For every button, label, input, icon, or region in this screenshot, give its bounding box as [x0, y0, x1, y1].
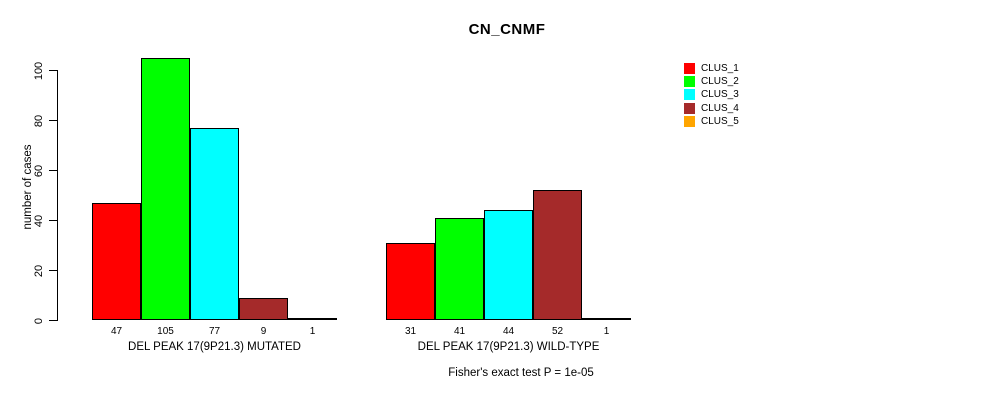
chart-title: CN_CNMF: [468, 21, 546, 38]
bar-value-label: 1: [309, 326, 316, 337]
bar-value-label: 77: [208, 326, 221, 337]
legend-item-clus_3: CLUS_3: [684, 88, 739, 101]
y-tick-label: 100: [33, 61, 45, 80]
bar-value-label: 47: [110, 326, 123, 337]
y-axis-line: [57, 70, 59, 321]
y-tick-mark: [49, 220, 57, 222]
bar-clus_2-group1: [141, 57, 190, 320]
bar-clus_3-group2: [484, 210, 533, 320]
legend-label: CLUS_1: [701, 63, 739, 75]
bar-value-label: 1: [603, 326, 610, 337]
legend-swatch-clus_2: [684, 76, 695, 88]
legend-item-clus_4: CLUS_4: [684, 102, 739, 115]
bar-clus_5-group2: [582, 317, 631, 320]
y-tick-mark: [49, 270, 57, 272]
legend-item-clus_5: CLUS_5: [684, 115, 739, 128]
legend-label: CLUS_2: [701, 76, 739, 88]
legend-swatch-clus_5: [684, 115, 695, 127]
y-tick-mark: [49, 320, 57, 322]
y-tick-label: 80: [33, 114, 45, 127]
bar-clus_4-group1: [239, 297, 288, 320]
y-tick-mark: [49, 120, 57, 122]
bar-clus_1-group2: [386, 242, 435, 320]
y-tick-mark: [49, 70, 57, 72]
legend-label: CLUS_4: [701, 102, 739, 114]
bar-clus_1-group1: [92, 202, 141, 320]
x-category-label: DEL PEAK 17(9P21.3) MUTATED: [128, 341, 301, 353]
bar-value-label: 52: [551, 326, 564, 337]
legend-label: CLUS_5: [701, 115, 739, 127]
legend-swatch-clus_4: [684, 102, 695, 114]
y-tick-label: 40: [33, 214, 45, 227]
bar-clus_2-group2: [435, 217, 484, 320]
bar-value-label: 105: [157, 326, 174, 337]
y-tick-label: 0: [33, 317, 45, 324]
bar-value-label: 41: [453, 326, 466, 337]
bar-clus_4-group2: [533, 190, 582, 320]
bar-clus_3-group1: [190, 127, 239, 320]
legend-label: CLUS_3: [701, 89, 739, 101]
legend: CLUS_1 CLUS_2 CLUS_3 CLUS_4 CLUS_5: [684, 62, 739, 128]
legend-swatch-clus_1: [684, 63, 695, 75]
y-tick-label: 60: [33, 164, 45, 177]
legend-item-clus_2: CLUS_2: [684, 75, 739, 88]
bar-clus_5-group1: [288, 317, 337, 320]
footer-annotation: Fisher's exact test P = 1e-05: [448, 367, 594, 379]
x-category-label: DEL PEAK 17(9P21.3) WILD-TYPE: [417, 341, 600, 353]
y-tick-mark: [49, 170, 57, 172]
bar-value-label: 44: [502, 326, 515, 337]
legend-item-clus_1: CLUS_1: [684, 62, 739, 75]
bar-value-label: 31: [404, 326, 417, 337]
y-tick-label: 20: [33, 264, 45, 277]
bar-value-label: 9: [260, 326, 267, 337]
legend-swatch-clus_3: [684, 89, 695, 101]
